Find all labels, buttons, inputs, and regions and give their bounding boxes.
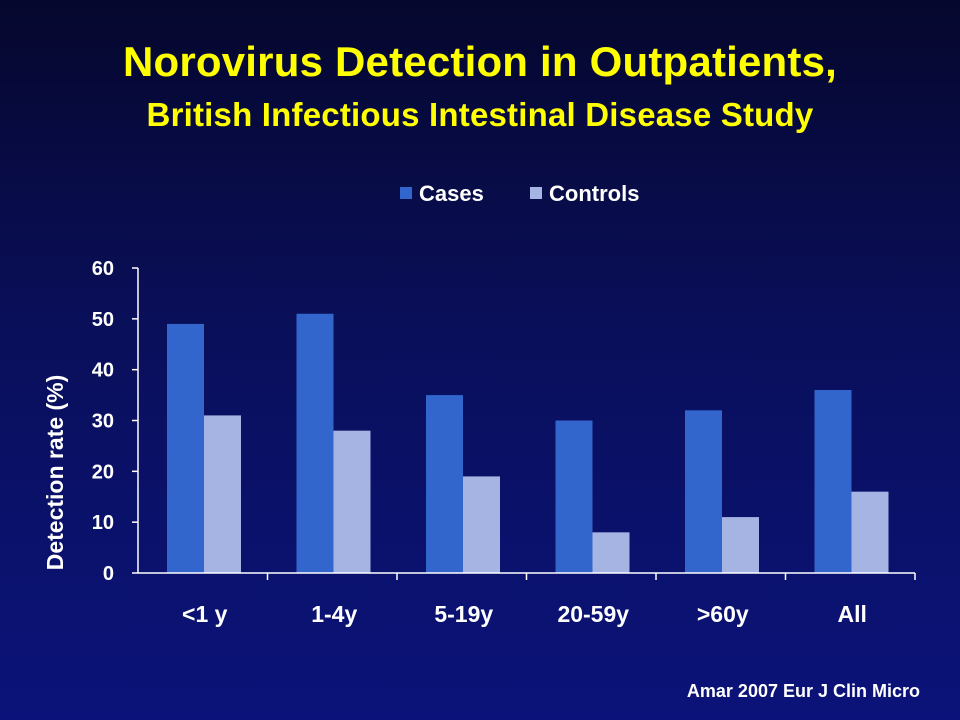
y-tick-label: 20 [92,461,114,483]
y-tick-label: 60 [92,258,114,280]
y-tick-label: 10 [92,512,114,534]
slide-subtitle: British Infectious Intestinal Disease St… [146,96,814,133]
x-tick-label: >60y [697,601,749,627]
legend-label-controls: Controls [549,181,639,206]
y-axis-title: Detection rate (%) [42,375,68,571]
x-axis: <1 y 1-4y 5-19y 20-59y >60y All [138,572,916,627]
legend-swatch-controls [530,187,542,199]
y-tick-label: 50 [92,309,114,331]
citation: Amar 2007 Eur J Clin Micro [686,681,920,701]
bar-controls [592,532,630,573]
bar-cases [685,410,722,573]
x-tick-label: All [838,601,867,627]
slide-title: Norovirus Detection in Outpatients, [122,38,838,85]
bar-cases [814,390,852,573]
x-tick-label: 20-59y [557,601,629,627]
bar-controls [463,476,500,573]
x-tick-label: 1-4y [311,601,357,627]
y-tick-label: 0 [103,563,114,585]
y-tick-label: 30 [92,411,114,433]
bar-cases [426,395,463,573]
y-axis: 0 10 20 30 40 50 60 Detection rate (%) [42,258,139,585]
y-tick-label: 40 [92,360,114,382]
bar-cases [555,420,593,573]
legend-swatch-cases [400,187,412,199]
bar-controls [204,415,241,573]
bar-group [167,313,889,573]
bar-cases [167,323,204,573]
bar-controls [333,430,371,573]
bar-cases [296,313,334,573]
x-tick-label: <1 y [182,601,228,627]
x-tick-label: 5-19y [434,601,493,627]
chart-legend: Cases Controls [400,181,639,206]
bar-controls [851,491,889,573]
legend-label-cases: Cases [419,181,484,206]
bar-controls [722,517,759,573]
